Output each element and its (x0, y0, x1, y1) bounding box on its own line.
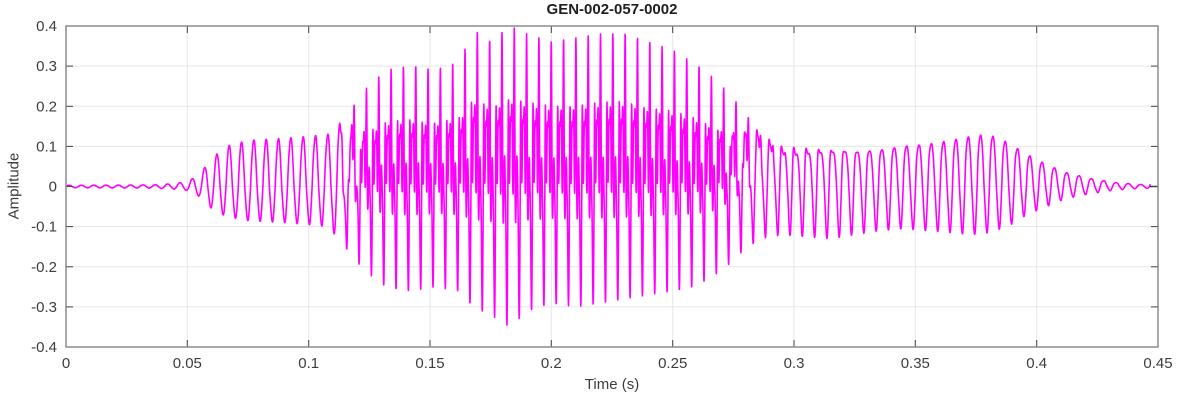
x-tick-label: 0 (62, 355, 70, 372)
y-tick-label: 0.4 (36, 18, 57, 35)
x-tick-label: 0.15 (415, 355, 444, 372)
x-tick-labels: 0 0.05 0.1 0.15 0.2 0.25 0.3 0.35 0.4 0.45 (62, 355, 1173, 372)
x-tick-label: 0.3 (784, 355, 805, 372)
y-tick-label: 0.2 (36, 98, 57, 115)
y-tick-label: 0.1 (36, 138, 57, 155)
waveform-trace (65, 27, 1151, 326)
x-tick-label: 0.25 (658, 355, 687, 372)
plot-frame (65, 25, 1159, 348)
y-tick-label: -0.3 (31, 299, 57, 316)
chart-title: GEN-002-057-0002 (546, 1, 678, 18)
x-tick-label: 0.4 (1026, 355, 1047, 372)
x-axis-label: Time (s) (584, 376, 640, 393)
y-tick-label: 0 (49, 179, 57, 196)
x-tick-label: 0.45 (1143, 355, 1172, 372)
y-tick-label: -0.2 (31, 259, 57, 276)
x-tick-label: 0.1 (298, 355, 319, 372)
y-tick-label: -0.4 (31, 339, 57, 356)
x-tick-label: 0.05 (173, 355, 202, 372)
y-tick-labels: -0.4 -0.3 -0.2 -0.1 0 0.1 0.2 0.3 0.4 (31, 18, 57, 356)
x-tick-label: 0.35 (901, 355, 930, 372)
y-tick-label: 0.3 (36, 58, 57, 75)
x-tick-label: 0.2 (541, 355, 562, 372)
y-tick-label: -0.1 (31, 219, 57, 236)
